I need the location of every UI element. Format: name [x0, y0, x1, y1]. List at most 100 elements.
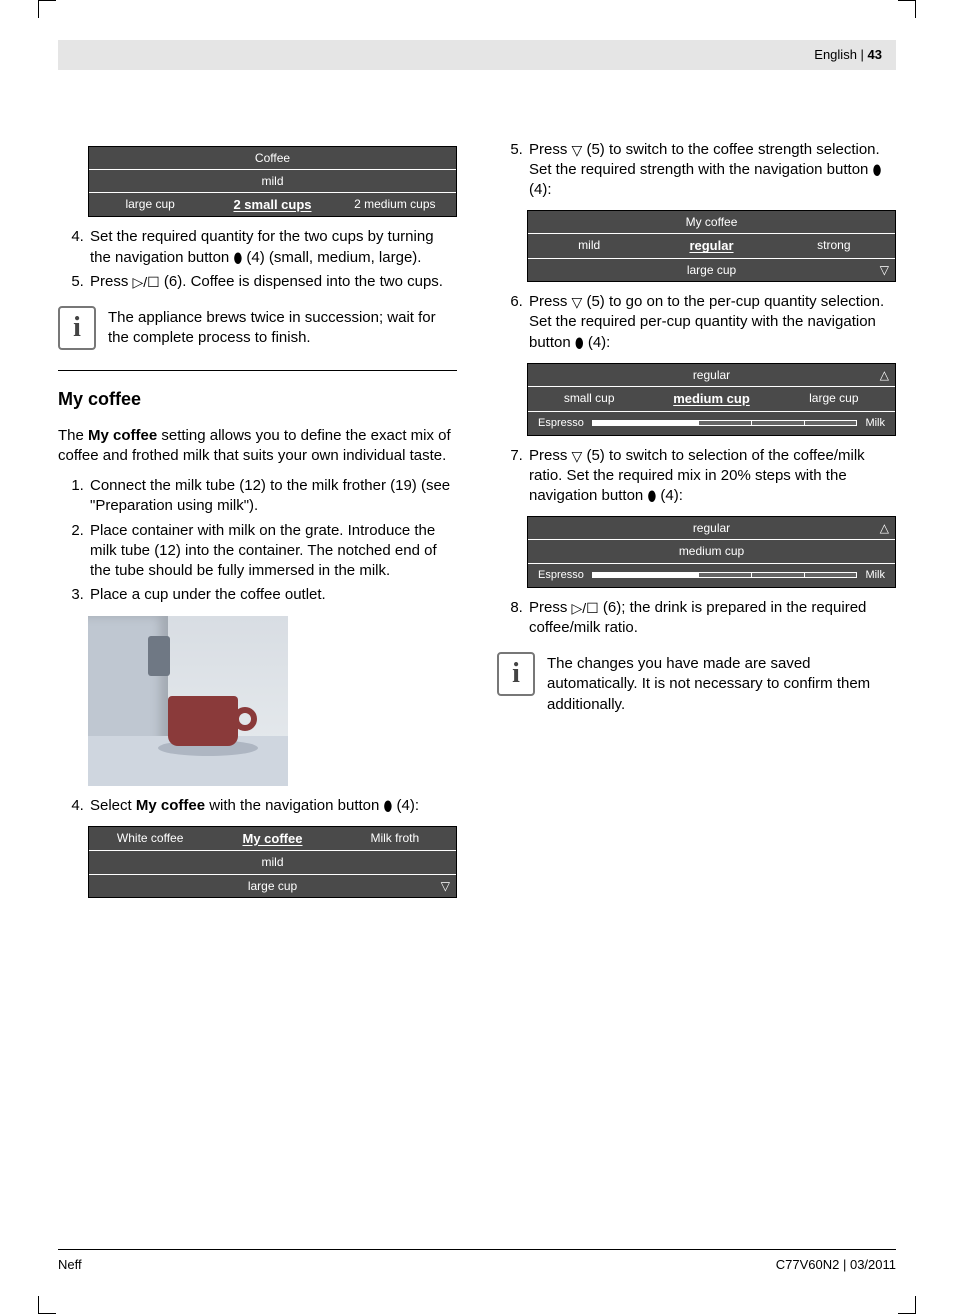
- left-column: Coffee mild large cup 2 small cups 2 med…: [58, 140, 457, 908]
- play-stop-icon: ▷/☐: [133, 274, 160, 290]
- display-opt: Milk froth: [334, 827, 456, 851]
- text: Press: [529, 293, 572, 310]
- text: (4):: [392, 797, 419, 814]
- text: Press: [529, 141, 572, 158]
- nav-button-icon: ⬮: [873, 162, 882, 178]
- down-icon: ▽: [880, 262, 889, 278]
- text: with the navigation button: [205, 797, 383, 814]
- bar-label-right: Milk: [865, 568, 885, 583]
- display-coffee-mild: Coffee mild large cup 2 small cups 2 med…: [88, 146, 457, 218]
- list-item: Connect the milk tube (12) to the milk f…: [88, 476, 457, 517]
- display-row: regular△: [528, 517, 895, 539]
- display-opt: 2 medium cups: [334, 193, 456, 217]
- heading-my-coffee: My coffee: [58, 387, 457, 411]
- up-icon: △: [880, 367, 889, 383]
- info-box: i The appliance brews twice in successio…: [58, 306, 457, 350]
- list-item: Press ▷/☐ (6); the drink is prepared in …: [527, 598, 896, 639]
- display-row: large cup▽: [528, 259, 895, 281]
- figure-cup: [168, 696, 238, 746]
- instruction-list: Press ▽ (5) to go on to the per-cup quan…: [497, 292, 896, 353]
- nav-button-icon: ⬮: [647, 488, 656, 504]
- text-bold: My coffee: [88, 427, 157, 444]
- instruction-list: Select My coffee with the navigation but…: [58, 796, 457, 816]
- info-icon: i: [497, 652, 535, 696]
- crop-mark: [38, 0, 56, 18]
- display-bar-row: Espresso Milk: [528, 564, 895, 587]
- instruction-list: Set the required quantity for the two cu…: [58, 227, 457, 292]
- footer-left: Neff: [58, 1256, 82, 1274]
- display-opt-selected: 2 small cups: [211, 193, 333, 217]
- display-opt-selected: My coffee: [211, 827, 333, 851]
- right-column: Press ▽ (5) to switch to the coffee stre…: [497, 140, 896, 908]
- text: (4) (small, medium, large).: [242, 249, 421, 266]
- display-my-coffee-select: White coffee My coffee Milk froth mild l…: [88, 826, 457, 898]
- text: Press: [90, 273, 133, 290]
- display-row: large cup▽: [89, 875, 456, 897]
- display-opt: mild: [528, 234, 650, 258]
- instruction-list: Press ▽ (5) to switch to the coffee stre…: [497, 140, 896, 201]
- crop-mark: [898, 1296, 916, 1314]
- text: (4):: [584, 334, 611, 351]
- page-content: English | 43 Coffee mild large cup 2 sma…: [58, 40, 896, 1274]
- figure-spout: [148, 636, 170, 676]
- bar-track: [592, 572, 858, 578]
- display-opt: strong: [773, 234, 895, 258]
- text: The: [58, 427, 88, 444]
- nav-button-icon: ⬮: [384, 798, 393, 814]
- intro-paragraph: The My coffee setting allows you to defi…: [58, 426, 457, 467]
- bar-label-left: Espresso: [538, 568, 584, 583]
- bar-label-right: Milk: [865, 416, 885, 431]
- text: (5) to switch to the coffee strength sel…: [529, 141, 880, 178]
- display-strength: My coffee mild regular strong large cup▽: [527, 210, 896, 282]
- display-ratio: regular△ medium cup Espresso Milk: [527, 516, 896, 587]
- display-row: mild: [89, 851, 456, 873]
- list-item: Press ▷/☐ (6). Coffee is dispensed into …: [88, 272, 457, 292]
- display-opt-selected: medium cup: [650, 387, 772, 411]
- bar-label-left: Espresso: [538, 416, 584, 431]
- display-row: Coffee: [89, 147, 456, 169]
- display-bar-row: Espresso Milk: [528, 412, 895, 435]
- display-opt: large cup: [773, 387, 895, 411]
- crop-mark: [38, 1296, 56, 1314]
- footer-right: C77V60N2 | 03/2011: [776, 1256, 896, 1274]
- list-item: Set the required quantity for the two cu…: [88, 227, 457, 268]
- nav-button-icon: ⬮: [233, 250, 242, 266]
- header-page: 43: [868, 47, 882, 62]
- info-text: The appliance brews twice in succession;…: [108, 306, 457, 349]
- play-stop-icon: ▷/☐: [572, 600, 599, 616]
- list-item: Press ▽ (5) to switch to the coffee stre…: [527, 140, 896, 201]
- text-bold: My coffee: [136, 797, 205, 814]
- info-box: i The changes you have made are saved au…: [497, 652, 896, 715]
- instruction-list: Press ▽ (5) to switch to selection of th…: [497, 446, 896, 507]
- display-row: My coffee: [528, 211, 895, 233]
- text: Press: [529, 447, 572, 464]
- display-opt-selected: regular: [650, 234, 772, 258]
- figure-handle: [233, 707, 257, 731]
- up-icon: △: [880, 520, 889, 536]
- text: (4):: [529, 181, 552, 198]
- text: Press: [529, 599, 572, 616]
- bar-track: [592, 420, 858, 426]
- info-text: The changes you have made are saved auto…: [547, 652, 896, 715]
- text: (6). Coffee is dispensed into the two cu…: [160, 273, 443, 290]
- text: Select: [90, 797, 136, 814]
- display-opt: small cup: [528, 387, 650, 411]
- header-sep: |: [857, 47, 868, 62]
- display-opt: large cup: [89, 193, 211, 217]
- instruction-list: Press ▷/☐ (6); the drink is prepared in …: [497, 598, 896, 639]
- display-row: medium cup: [528, 540, 895, 562]
- display-opt: White coffee: [89, 827, 211, 851]
- list-item: Press ▽ (5) to go on to the per-cup quan…: [527, 292, 896, 353]
- down-icon: ▽: [572, 142, 583, 158]
- header-lang: English: [814, 47, 857, 62]
- down-icon: ▽: [441, 878, 450, 894]
- display-row: mild: [89, 170, 456, 192]
- list-item: Press ▽ (5) to switch to selection of th…: [527, 446, 896, 507]
- list-item: Place container with milk on the grate. …: [88, 521, 457, 582]
- columns: Coffee mild large cup 2 small cups 2 med…: [58, 140, 896, 908]
- info-icon: i: [58, 306, 96, 350]
- down-icon: ▽: [572, 448, 583, 464]
- instruction-list: Connect the milk tube (12) to the milk f…: [58, 476, 457, 606]
- down-icon: ▽: [572, 294, 583, 310]
- footer: Neff C77V60N2 | 03/2011: [58, 1249, 896, 1274]
